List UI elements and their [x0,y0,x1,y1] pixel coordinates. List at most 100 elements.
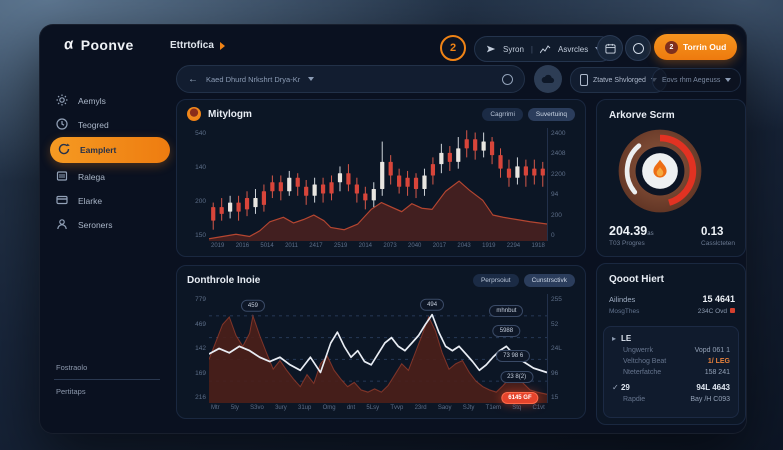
signout-badge-icon: 2 [665,40,678,54]
chart2-y-axis-left: 779 469 142 169 216 [183,294,209,403]
axis-label: 779 [195,296,206,303]
axis-label: 140 [195,164,206,171]
sidebar-item-label: Aemyls [78,96,106,106]
sidebar-item-aemyls[interactable]: Aemyls [56,89,168,113]
axis-label: 2073 [383,243,397,249]
lower-chart-card: Donthrole Inoie Perprsoiut Cunstrsctivk … [176,265,586,419]
axis-label: 2043 [457,243,471,249]
gauge-chart [618,129,702,213]
chart2-annotations: 459 494 mhnbut 5988 73 98 6 23 8(2) 6145 GF [209,294,547,404]
axis-label: 150 [195,232,206,239]
account-pill[interactable]: Syron | Asvrcles [474,36,614,62]
chevron-down-icon [725,78,732,82]
gear-icon [56,94,68,108]
chart-callout-badge: 494 [420,298,445,311]
group2-value: 94L 4643 [696,383,730,392]
candlestick-plot[interactable] [209,128,547,241]
chart1-pill-1[interactable]: Cagrrimi [482,107,523,121]
calendar-button[interactable] [597,35,623,61]
app-window: α Poonve Ettrtofica 2 Syron | Asvrcles 2… [39,24,747,434]
chart2-pill-2[interactable]: Cunstrsctivk [523,273,575,287]
card-icon [56,194,68,208]
area-line-plot[interactable]: 459 494 mhnbut 5988 73 98 6 23 8(2) 6145 GF [209,294,547,404]
axis-label: 2040 [408,243,422,249]
back-arrow-icon[interactable]: ← [188,73,198,85]
gauge-red-arc [623,134,697,208]
detail-row: Veltchog Beat 1/ LEG [623,358,730,365]
gauge-white-arc [624,135,696,207]
axis-label: Omg [322,405,336,411]
axis-label: Mtr [211,405,220,411]
axis-label: 142 [195,345,206,352]
candlestick-title: Mitylogm [208,108,252,120]
signout-label: Torrin Oud [683,42,727,52]
cloud-button[interactable] [534,65,562,93]
primary-row-value: 15 4641 [702,294,735,304]
search-label: Kaed Dhurd Nrkshrt Drya-Kr [206,74,301,84]
axis-label: 200 [551,211,562,219]
reports-dropdown[interactable]: Eovs rhm Aegeuss [652,68,742,92]
cloud-icon [541,74,555,84]
sidebar-footer-link-2[interactable]: Pertitaps [56,387,86,396]
breadcrumb-label: Ettrtofica [170,40,214,51]
chart-side-badge: 5988 [492,325,521,338]
clock-icon [56,118,68,132]
secondary-row-label: MosgThes [609,308,640,315]
axis-label: 2011 [285,243,298,249]
detail-row: Rapdie Bay /H C093 [623,396,730,403]
axis-label: 2017 [432,243,447,249]
status-ring-button[interactable] [625,35,651,61]
sidebar-item-teogred[interactable]: Teogred [56,113,168,137]
phone-icon [580,74,588,86]
axis-label: 3ury [275,405,287,411]
stat-progress: 204.39as T03 Progres [609,224,654,247]
chart1-pill-2[interactable]: Suvertuinq [527,107,575,121]
axis-label: 15 [551,394,559,401]
sidebar-footer-link-1[interactable]: Fostraolo [56,363,88,372]
axis-label: 1918 [531,243,545,249]
sidebar-item-seroners[interactable]: Seroners [56,213,168,237]
sidebar-item-elarke[interactable]: Elarke [56,189,168,213]
axis-label: 94 [551,191,559,199]
quote-panel-title: Qooot Hiert [609,274,664,285]
sidebar-item-eamplert[interactable]: Eamplert [50,137,170,163]
chart-callout-badge: 459 [240,299,265,312]
search-ring-icon[interactable] [502,73,513,85]
status-label: Ztatve Shvlorged [593,76,646,84]
sidebar-item-label: Ralega [78,172,105,182]
axis-label: 2408 [551,150,566,158]
chevron-right-icon [219,41,225,50]
triangle-right-icon[interactable]: ▸ [612,334,617,343]
axis-label: 255 [551,296,562,303]
axis-label: 540 [195,130,206,137]
reports-label: Eovs rhm Aegeuss [662,76,721,84]
axis-label: 5ty [230,405,239,411]
axis-label: 2200 [551,170,566,178]
chart2-x-axis: Mtr 5ty S3vo 3ury 31up Omg dnt 5Lsy Tvvp 23rd Saoy… [211,405,545,416]
chart-side-badge: 73 98 6 [496,350,531,363]
axis-label: 5014 [260,243,274,249]
sidebar-item-label: Elarke [78,196,103,206]
axis-label: 24L [551,345,562,352]
axis-label: 200 [195,198,206,205]
axis-label: Tvvp [390,405,404,411]
chart2-pill-1[interactable]: Perprsoiut [472,273,519,287]
secondary-row-value: 234C Ovd [698,308,735,315]
calendar-icon [604,43,616,54]
search-input[interactable]: ← Kaed Dhurd Nrkshrt Drya-Kr [176,65,525,93]
axis-label: 2019 [211,243,225,249]
primary-row-label: Ailindes [609,294,636,304]
detail-row: Nteterfatche 158 241 [623,369,730,376]
sidebar-item-ralega[interactable]: Ralega [56,165,168,189]
check-icon: ✓ [612,383,619,392]
notification-badge[interactable]: 2 [440,35,466,61]
user-icon [56,218,68,232]
axis-label: 2294 [506,243,521,249]
breadcrumb[interactable]: Ettrtofica [170,40,225,51]
refresh-icon [58,143,70,157]
axis-label: 31up [297,405,312,411]
signout-button[interactable]: 2 Torrin Oud [654,34,738,60]
app-logo[interactable]: α Poonve [63,35,134,53]
axis-label: 1919 [482,243,496,249]
status-dropdown[interactable]: Ztatve Shvlorged [570,67,667,93]
